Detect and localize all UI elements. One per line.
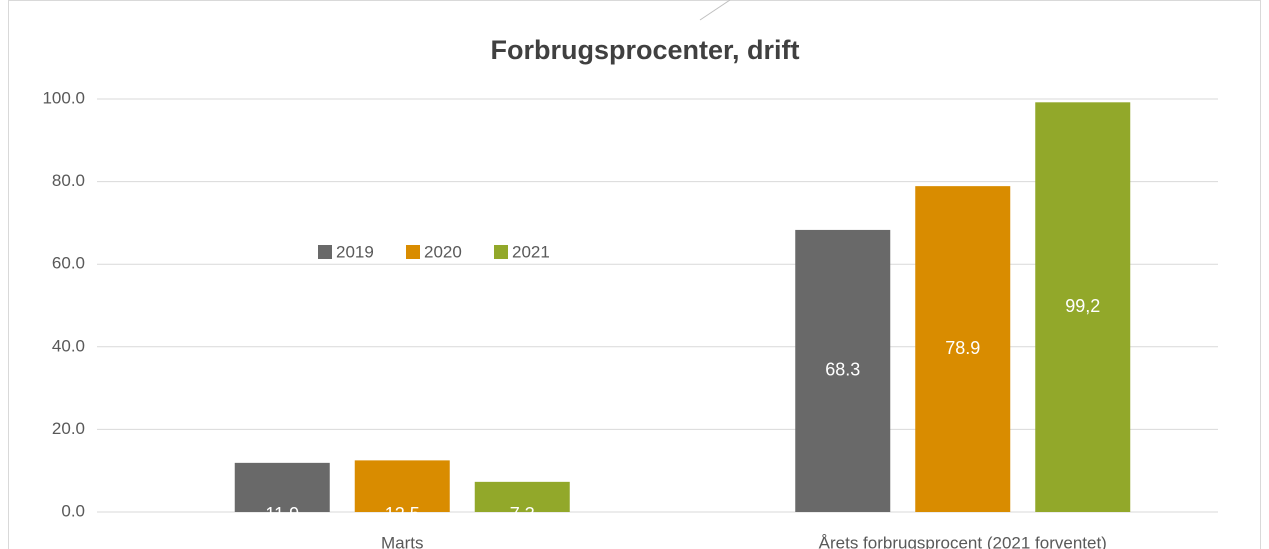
legend-swatch bbox=[494, 245, 508, 259]
legend-label: 2019 bbox=[336, 242, 374, 261]
y-tick-label: 60.0 bbox=[52, 254, 85, 273]
legend-swatch bbox=[406, 245, 420, 259]
y-tick-label: 0.0 bbox=[61, 501, 85, 520]
bar bbox=[795, 229, 891, 512]
data-label: 99,2 bbox=[1065, 296, 1100, 316]
data-label: 11.9 bbox=[265, 504, 299, 524]
bar bbox=[234, 462, 330, 512]
y-tick-label: 40.0 bbox=[52, 336, 85, 355]
legend-label: 2020 bbox=[424, 242, 462, 261]
data-label: 78.9 bbox=[945, 338, 980, 358]
legend-swatch bbox=[318, 245, 332, 259]
chart-frame bbox=[8, 0, 1261, 549]
bar bbox=[1035, 102, 1131, 512]
x-tick-label: Marts bbox=[381, 533, 424, 549]
x-tick-label: Årets forbrugsprocent (2021 forventet) bbox=[819, 533, 1107, 549]
legend-label: 2021 bbox=[512, 242, 550, 261]
chart-title: Forbrugsprocenter, drift bbox=[490, 35, 799, 65]
y-tick-label: 80.0 bbox=[52, 171, 85, 190]
data-label: 12.5 bbox=[385, 504, 420, 524]
y-tick-label: 20.0 bbox=[52, 419, 85, 438]
bar bbox=[354, 460, 450, 512]
bar bbox=[915, 186, 1011, 512]
data-label: 68.3 bbox=[825, 360, 860, 380]
bar bbox=[474, 481, 570, 512]
data-label: 7.3 bbox=[510, 504, 535, 524]
decoration bbox=[699, 0, 731, 21]
y-tick-label: 100.0 bbox=[42, 88, 85, 107]
